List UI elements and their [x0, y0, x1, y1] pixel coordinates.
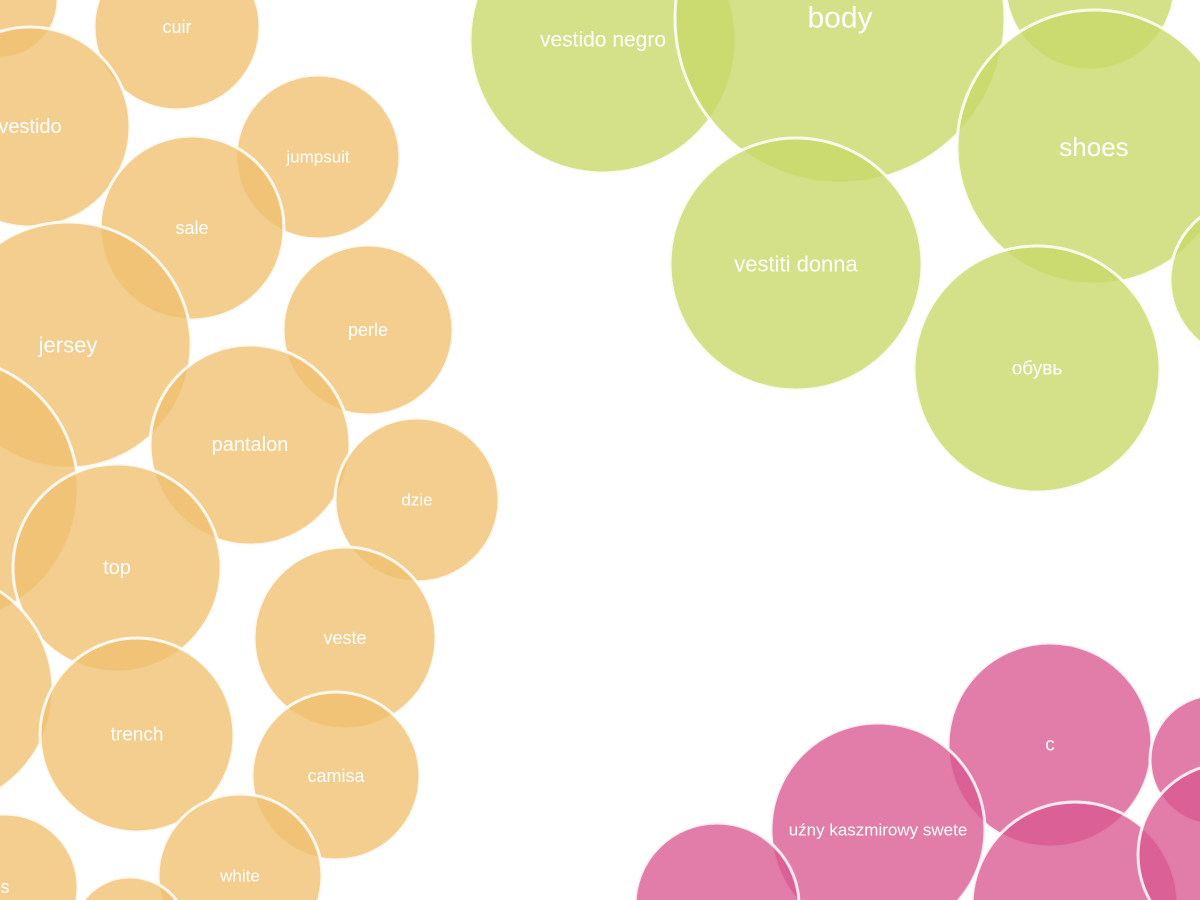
- bubble-pantalon[interactable]: pantalon: [148, 343, 352, 547]
- bubble-обувь[interactable]: обувь: [912, 244, 1162, 494]
- bubble-label: sale: [175, 218, 208, 238]
- bubble-label: dzie: [401, 491, 432, 510]
- bubble-circle[interactable]: [1136, 763, 1200, 900]
- bubble-label: vestido negro: [540, 29, 666, 52]
- bubble-label: cuir: [162, 17, 191, 37]
- bubble-circle[interactable]: [156, 792, 324, 900]
- bubble-unlabeled-30[interactable]: [1136, 763, 1200, 900]
- bubble-label: white: [219, 867, 260, 886]
- bubble-label: perle: [348, 320, 388, 340]
- bubble-circle[interactable]: [148, 343, 352, 547]
- bubble-circle[interactable]: [970, 800, 1180, 900]
- bubble-vestido[interactable]: vestido: [0, 25, 132, 229]
- bubble-top[interactable]: top: [11, 462, 223, 674]
- bubble-label: vestido: [0, 116, 62, 138]
- bubble-circle[interactable]: [769, 721, 987, 900]
- bubble-label: shoes: [1059, 132, 1128, 162]
- bubble-label: trench: [111, 725, 164, 746]
- bubble-white[interactable]: white: [156, 792, 324, 900]
- bubble-circle[interactable]: [92, 0, 262, 112]
- bubble-unlabeled-29[interactable]: [970, 800, 1180, 900]
- bubble-label: jersey: [38, 333, 98, 358]
- bubble-unlabeled-28[interactable]: [633, 821, 801, 900]
- bubble-circle[interactable]: [0, 812, 80, 900]
- bubble-circle[interactable]: [633, 821, 801, 900]
- bubble-label: обувь: [1012, 359, 1063, 380]
- bubble-circle[interactable]: [38, 636, 236, 834]
- bubble-circle[interactable]: [72, 875, 188, 900]
- bubble-label: veste: [323, 628, 366, 648]
- bubble-label: top: [103, 557, 131, 579]
- bubble-shoes[interactable]: shoes: [955, 8, 1200, 286]
- bubble-label: uźny kaszmirowy swete: [789, 821, 968, 840]
- bubble-label: body: [807, 2, 872, 35]
- bubble-circle[interactable]: [281, 243, 455, 417]
- bubble-label: c: [1045, 735, 1055, 756]
- bubble-body[interactable]: body: [673, 0, 1007, 185]
- bubble-unlabeled-17[interactable]: [72, 875, 188, 900]
- bubble-vestiti-donna[interactable]: vestiti donna: [668, 136, 924, 392]
- bubble-circle[interactable]: [912, 244, 1162, 494]
- bubble-veste[interactable]: veste: [252, 545, 438, 731]
- bubble-label: camisa: [307, 766, 365, 786]
- bubble-circle[interactable]: [1168, 200, 1200, 360]
- bubble-unlabeled-22[interactable]: [1168, 200, 1200, 360]
- bubble-uźny-kaszmirowy-swete[interactable]: uźny kaszmirowy swete: [769, 721, 987, 900]
- bubble-label: s: [1, 877, 10, 897]
- bubble-trench[interactable]: trench: [38, 636, 236, 834]
- bubble-label: vestiti donna: [734, 252, 858, 277]
- bubble-cuir[interactable]: cuir: [92, 0, 262, 112]
- bubble-label: pantalon: [212, 434, 289, 456]
- bubble-perle[interactable]: perle: [281, 243, 455, 417]
- bubble-s[interactable]: s: [0, 812, 80, 900]
- bubble-label: jumpsuit: [285, 148, 350, 167]
- bubble-circle[interactable]: [668, 136, 924, 392]
